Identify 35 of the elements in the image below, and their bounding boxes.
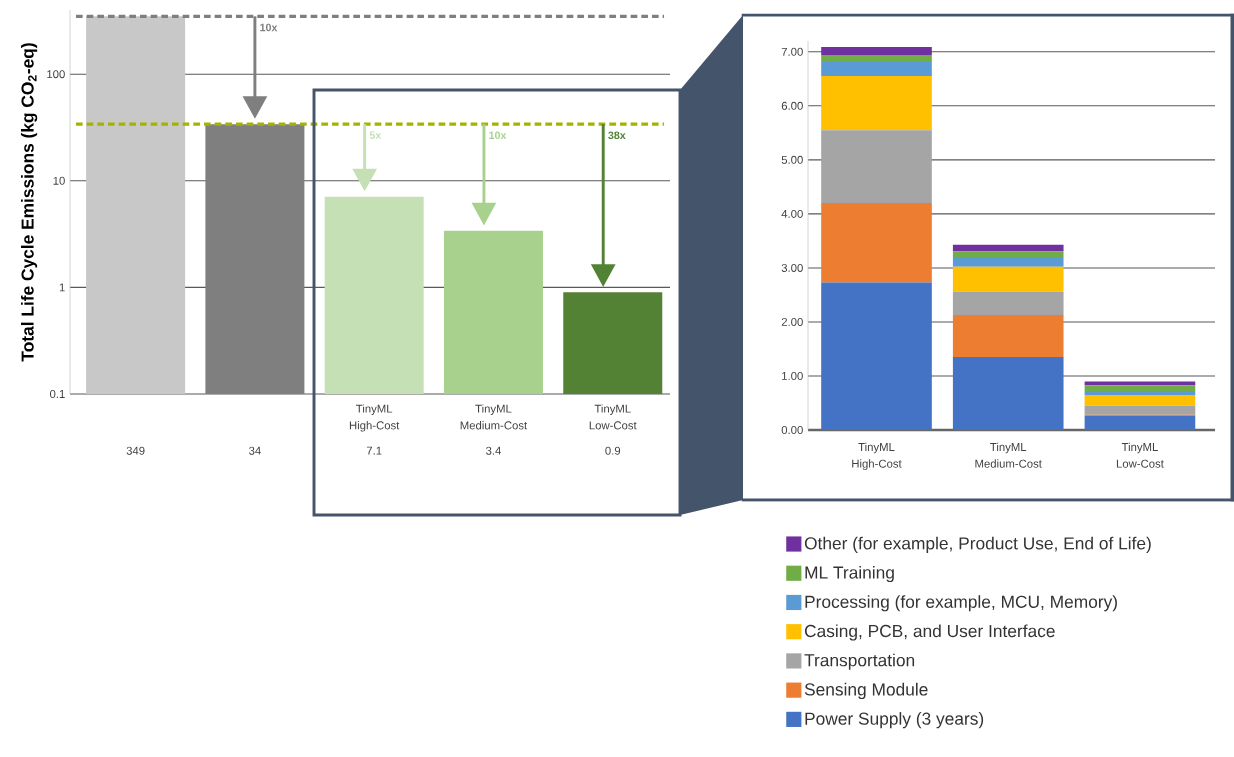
- annotation: 5x: [369, 131, 382, 139]
- y-tick-label: 7.00: [781, 47, 803, 56]
- legend-label: ML Training: [805, 565, 894, 583]
- annotation: 10x: [260, 23, 278, 32]
- data-label: 34: [249, 446, 261, 455]
- y-tick-label: 10: [53, 176, 65, 185]
- legend-label: Transportation: [804, 653, 915, 670]
- legend-label: Sensing Module: [804, 682, 928, 700]
- legend-label: Processing (for example, MCU, Memory): [805, 595, 1117, 612]
- x-tick-label: TinyML Low-Cost: [589, 404, 637, 430]
- x-tick-label: TinyML High-Cost: [349, 404, 400, 432]
- x-tick-label: TinyML Medium-Cost: [975, 442, 1042, 468]
- y-tick-label: 3.00: [781, 263, 803, 272]
- x-tick-label: TinyML Medium-Cost: [460, 404, 528, 430]
- data-label: 0.9: [605, 446, 621, 455]
- y-tick-label: 0.00: [781, 426, 803, 435]
- y-tick-label: 6.00: [781, 101, 803, 110]
- annotation: 10x: [489, 131, 507, 140]
- legend-label: Casing, PCB, and User Interface: [804, 624, 1055, 641]
- annotation: 38x: [608, 131, 626, 140]
- y-tick-label: 100: [47, 70, 65, 79]
- y-tick-label: 4.00: [781, 209, 803, 218]
- y-axis-title: Total Life Cycle Emissions (kg CO$_{2}$-eq): [20, 43, 38, 362]
- y-tick-label: 0.1: [49, 389, 65, 398]
- y-tick-label: 2.00: [781, 317, 803, 326]
- data-label: 3.4: [486, 446, 502, 455]
- legend-label: Power Supply (3 years): [805, 712, 984, 729]
- y-tick-label: 5.00: [781, 155, 803, 164]
- legend-label: Other (for example, Product Use, End of Life): [804, 536, 1151, 553]
- data-label: 349: [126, 446, 145, 455]
- data-label: 7.1: [366, 446, 382, 455]
- y-tick-label: 1.00: [782, 371, 803, 380]
- x-tick-label: TinyML High-Cost: [852, 442, 902, 470]
- x-tick-label: TinyML Low-Cost: [1116, 442, 1164, 468]
- y-tick-label: 1: [59, 283, 65, 292]
